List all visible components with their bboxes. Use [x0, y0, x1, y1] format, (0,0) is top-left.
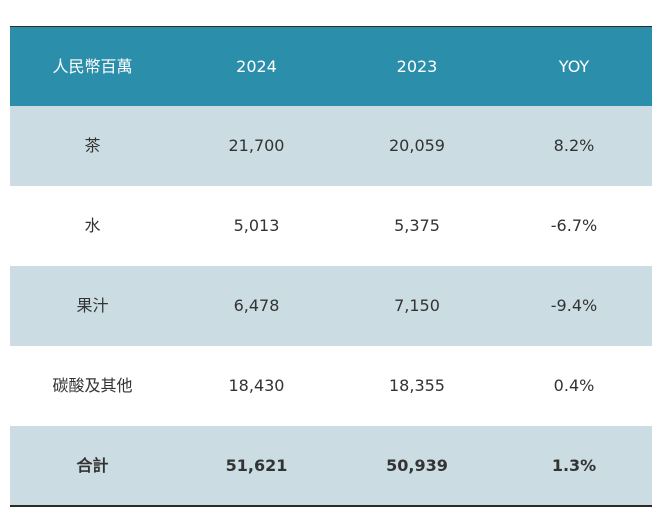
total-value-2024: 51,621	[225, 456, 288, 475]
total-yoy: 1.3%	[551, 456, 597, 475]
row-yoy: -9.4%	[550, 296, 598, 315]
row-value-2023: 5,375	[394, 216, 440, 235]
row-value-2024: 5,013	[233, 216, 280, 235]
row-category: 果汁	[76, 296, 109, 315]
row-value-2023: 18,355	[389, 376, 445, 395]
table-row: 水 5,013 5,375 -6.7%	[10, 186, 652, 266]
header-yoy: YOY	[558, 56, 590, 76]
data-table: 人民幣百萬 2024 2023 YOY 茶 21,700 20,059 8.2%…	[10, 27, 652, 506]
header-unit: 人民幣百萬	[52, 56, 133, 76]
header-2024: 2024	[236, 56, 277, 76]
table-header-row: 人民幣百萬 2024 2023 YOY	[10, 27, 652, 106]
row-category: 碳酸及其他	[52, 376, 133, 395]
table-total-row: 合計 51,621 50,939 1.3%	[10, 426, 652, 506]
row-value-2023: 20,059	[389, 136, 445, 155]
table-row: 碳酸及其他 18,430 18,355 0.4%	[10, 346, 652, 426]
table-row: 果汁 6,478 7,150 -9.4%	[10, 266, 652, 346]
row-yoy: 0.4%	[553, 376, 595, 395]
row-value-2024: 21,700	[228, 136, 285, 155]
row-yoy: -6.7%	[550, 216, 598, 235]
row-value-2024: 6,478	[233, 296, 280, 315]
table-row: 茶 21,700 20,059 8.2%	[10, 106, 652, 186]
row-category: 茶	[84, 136, 101, 155]
row-value-2024: 18,430	[228, 376, 285, 395]
table-top-rule	[10, 26, 652, 27]
row-value-2023: 7,150	[394, 296, 440, 315]
table-bottom-rule	[10, 505, 652, 507]
row-yoy: 8.2%	[553, 136, 595, 155]
total-label: 合計	[76, 456, 109, 475]
row-category: 水	[84, 216, 101, 235]
header-2023: 2023	[396, 56, 438, 76]
total-value-2023: 50,939	[386, 456, 448, 475]
